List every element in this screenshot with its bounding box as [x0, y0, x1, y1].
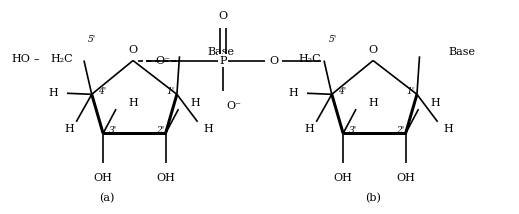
Text: H: H [65, 124, 74, 134]
Text: H: H [203, 124, 213, 134]
Text: OH: OH [156, 173, 175, 183]
Text: (a): (a) [100, 193, 115, 203]
Text: Base: Base [448, 47, 475, 57]
Text: H: H [305, 124, 315, 134]
Text: 4': 4' [98, 87, 106, 96]
Text: H: H [368, 98, 378, 108]
Text: OH: OH [93, 173, 113, 183]
Text: 5': 5' [88, 35, 96, 44]
Text: 2': 2' [397, 126, 404, 135]
Text: H: H [289, 88, 298, 98]
Text: 4': 4' [338, 87, 346, 96]
Text: 1': 1' [406, 87, 414, 96]
Text: H: H [48, 88, 58, 98]
Text: O⁻: O⁻ [226, 101, 241, 111]
Text: H: H [443, 124, 453, 134]
Text: H₂C: H₂C [299, 54, 321, 64]
Text: O: O [129, 45, 138, 55]
Text: O: O [269, 55, 279, 65]
Text: 3': 3' [349, 126, 358, 135]
Text: –: – [34, 55, 39, 64]
Text: 5': 5' [329, 35, 337, 44]
Text: 3': 3' [110, 126, 117, 135]
Text: 2': 2' [156, 126, 165, 135]
Text: 1': 1' [166, 87, 174, 96]
Text: O: O [368, 45, 378, 55]
Text: H: H [431, 98, 441, 108]
Text: O: O [219, 11, 228, 21]
Text: H: H [190, 98, 200, 108]
Text: H₂C: H₂C [50, 54, 73, 64]
Text: HO: HO [12, 55, 31, 64]
Text: (b): (b) [365, 193, 381, 203]
Text: O⁻: O⁻ [155, 55, 170, 65]
Text: H: H [128, 98, 138, 108]
Text: Base: Base [208, 47, 235, 57]
Text: P: P [220, 55, 227, 65]
Text: OH: OH [334, 173, 352, 183]
Text: OH: OH [396, 173, 415, 183]
